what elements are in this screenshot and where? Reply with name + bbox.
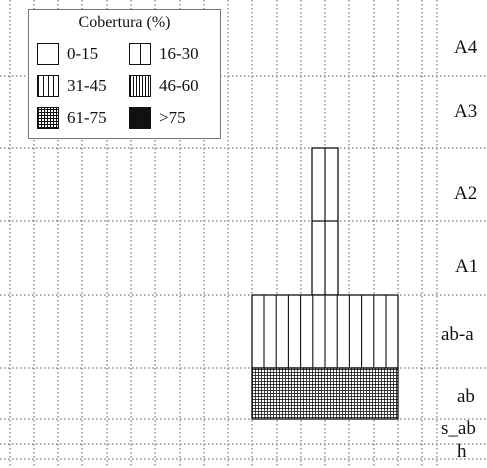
sparse-lines-swatch-icon	[37, 75, 59, 97]
legend: Cobertura (%) 0-15 16-30 31-45 46-60 61-…	[28, 9, 221, 139]
legend-item-31-45: 31-45	[37, 74, 107, 98]
empty-swatch-icon	[37, 43, 59, 65]
stratum-label-ab-a: ab-a	[441, 324, 474, 345]
stratum-label-h: h	[457, 441, 467, 462]
dense-lines-swatch-icon	[129, 75, 151, 97]
legend-item-75: >75	[129, 106, 186, 130]
stratum-label-a4: A4	[454, 37, 478, 58]
grid-hatch-swatch-icon	[37, 107, 59, 129]
stratum-label-a2: A2	[454, 183, 478, 204]
stratum-label-a1: A1	[455, 256, 479, 277]
legend-label: 16-30	[159, 44, 199, 63]
stratum-label-ab: ab	[457, 386, 475, 407]
legend-item-16-30: 16-30	[129, 42, 199, 66]
legend-label: 0-15	[67, 44, 99, 63]
solid-black-swatch-icon	[129, 107, 151, 129]
legend-label: 61-75	[67, 108, 107, 127]
legend-label: 31-45	[67, 76, 107, 95]
legend-title: Cobertura (%)	[78, 14, 171, 31]
legend-item-61-75: 61-75	[37, 106, 107, 130]
legend-item-0-15: 0-15	[37, 42, 98, 66]
cover-blocks	[251, 147, 399, 420]
legend-label: 46-60	[159, 76, 199, 95]
legend-label: >75	[159, 108, 186, 127]
stratum-label-s-ab: s_ab	[441, 418, 476, 439]
legend-item-46-60: 46-60	[129, 74, 199, 98]
stratum-label-a3: A3	[454, 101, 478, 122]
single-line-swatch-icon	[129, 43, 151, 65]
cover-block-ab	[251, 367, 399, 420]
